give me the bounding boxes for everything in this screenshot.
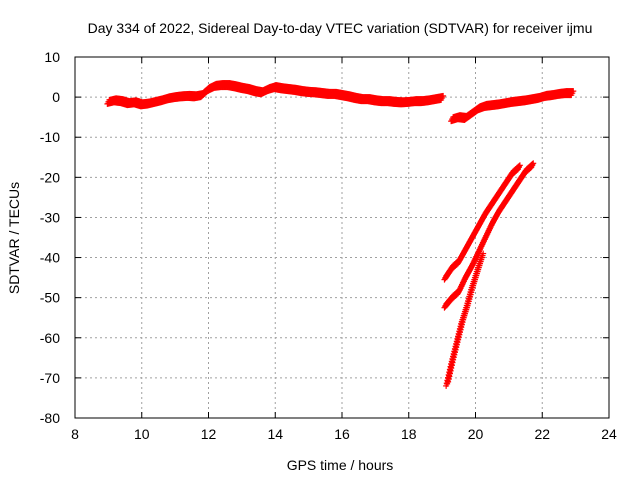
- series-main-track: [104, 80, 447, 110]
- grid-lines: [75, 57, 609, 418]
- series-drop-track-b: [441, 160, 537, 311]
- x-tick-label: 20: [468, 426, 484, 442]
- x-tick-labels: 8 10 12 14 16 18 20 22 24: [71, 426, 617, 442]
- y-tick-label: -80: [40, 410, 60, 426]
- y-tick-label: -30: [40, 209, 60, 225]
- x-tick-label: 18: [401, 426, 417, 442]
- y-tick-label: -50: [40, 290, 60, 306]
- data-point: [438, 92, 447, 103]
- axis-ticks: [74, 56, 610, 419]
- y-tick-label: -70: [40, 370, 60, 386]
- data-point: [478, 250, 487, 261]
- y-tick-label: 10: [44, 49, 60, 65]
- series-drop-track-c: [443, 250, 487, 389]
- y-tick-label: -20: [40, 169, 60, 185]
- y-tick-label: -10: [40, 129, 60, 145]
- x-tick-label: 14: [267, 426, 283, 442]
- y-tick-label: -40: [40, 250, 60, 266]
- x-tick-label: 10: [134, 426, 150, 442]
- x-axis-label: GPS time / hours: [287, 457, 394, 473]
- data-point: [453, 319, 466, 347]
- x-tick-label: 12: [201, 426, 217, 442]
- data-point: [473, 252, 486, 277]
- data-points: [104, 80, 577, 389]
- data-point: [568, 88, 577, 99]
- y-axis-label: SDTVAR / TECUs: [6, 182, 22, 294]
- x-tick-label: 22: [534, 426, 550, 442]
- data-point: [528, 160, 537, 171]
- x-tick-label: 16: [334, 426, 350, 442]
- data-point: [458, 302, 471, 327]
- series-drop-track-a: [441, 162, 523, 283]
- data-point: [514, 162, 523, 173]
- y-tick-labels: 10 0 -10 -20 -30 -40 -50 -60 -70 -80: [40, 49, 60, 426]
- x-tick-label: 8: [71, 426, 79, 442]
- x-tick-label: 24: [601, 426, 617, 442]
- y-tick-label: -60: [40, 330, 60, 346]
- data-point: [508, 177, 523, 197]
- data-point: [448, 339, 461, 367]
- chart-title: Day 334 of 2022, Sidereal Day-to-day VTE…: [88, 20, 593, 36]
- y-tick-label: 0: [52, 89, 60, 105]
- series-late-track: [448, 88, 577, 125]
- data-point: [364, 94, 379, 106]
